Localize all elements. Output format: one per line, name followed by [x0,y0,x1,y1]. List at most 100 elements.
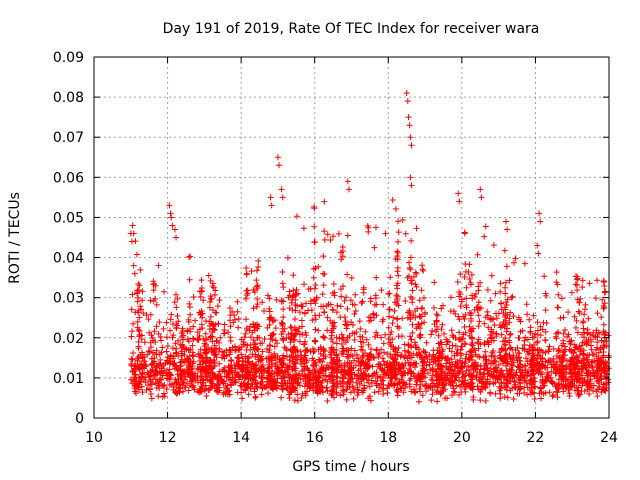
data-point [469,292,476,299]
data-point [477,397,484,404]
data-point [200,358,207,365]
data-point [386,366,393,373]
data-point [556,354,563,361]
data-point [341,297,348,304]
data-point [131,366,138,373]
data-point [541,382,548,389]
data-point [315,263,322,270]
data-point [253,303,260,310]
data-point [373,347,380,354]
data-point [290,380,297,387]
data-point [324,362,331,369]
data-point [344,178,351,185]
data-point [480,380,487,387]
data-point [452,310,459,317]
data-point [280,335,287,342]
data-point [343,396,350,403]
data-point [510,395,517,402]
data-point [270,380,277,387]
data-point [254,323,261,330]
data-point [375,388,382,395]
data-point [600,354,607,361]
x-tick-label: 16 [306,430,324,446]
data-point [286,288,293,295]
data-point [408,237,415,244]
data-point [393,371,400,378]
data-point [537,395,544,402]
data-point [515,350,522,357]
data-point [542,307,549,314]
data-point [567,384,574,391]
data-point [600,381,607,388]
data-point [197,357,204,364]
data-point [333,352,340,359]
data-point [413,225,420,232]
data-point [278,394,285,401]
data-point [337,314,344,321]
data-point [586,390,593,397]
data-point [502,299,509,306]
data-point [407,174,414,181]
data-point [365,364,372,371]
data-point [574,275,581,282]
data-point [503,218,509,225]
data-point [254,282,261,289]
data-point [497,391,504,398]
data-point [534,242,541,249]
data-point [186,276,193,283]
data-point [480,353,487,360]
data-point [553,359,560,366]
data-point [234,298,241,305]
data-point [491,359,498,366]
data-point [527,372,534,379]
data-point [537,384,544,391]
data-point [320,303,327,310]
data-point [254,334,261,341]
data-point [164,343,171,350]
data-point [203,393,210,400]
data-point [311,205,318,212]
data-point [141,365,148,372]
data-point [402,230,409,237]
data-point [339,253,346,260]
data-point [321,335,328,342]
x-tick-label: 24 [600,430,618,446]
data-point [223,373,230,380]
data-point [266,295,273,302]
data-point [575,308,582,315]
data-point [553,335,560,342]
data-point [142,379,149,386]
data-point [155,330,162,337]
data-point [280,284,287,291]
data-point [186,300,193,307]
data-point [226,317,233,324]
data-point [394,296,401,303]
data-point [407,333,414,340]
data-point [529,359,536,366]
data-point [247,334,254,341]
data-point [409,287,416,294]
data-point [205,344,212,351]
data-point [537,371,544,378]
data-point [416,333,423,340]
data-point [568,289,575,296]
data-point [173,234,180,241]
data-point [360,286,367,293]
data-point [501,314,508,321]
data-point [241,334,248,341]
data-point [407,134,414,141]
data-point [252,361,259,368]
data-point [237,382,244,389]
data-point [391,307,398,314]
data-point [509,362,516,369]
data-point [452,389,459,396]
data-point [153,323,160,330]
data-point [529,334,536,341]
data-point [601,343,608,350]
data-point [354,391,361,398]
data-point [503,263,510,270]
data-point [493,310,500,317]
data-point [174,371,181,378]
y-axis-label: ROTI / TECUs [7,192,23,284]
data-point [225,329,232,336]
